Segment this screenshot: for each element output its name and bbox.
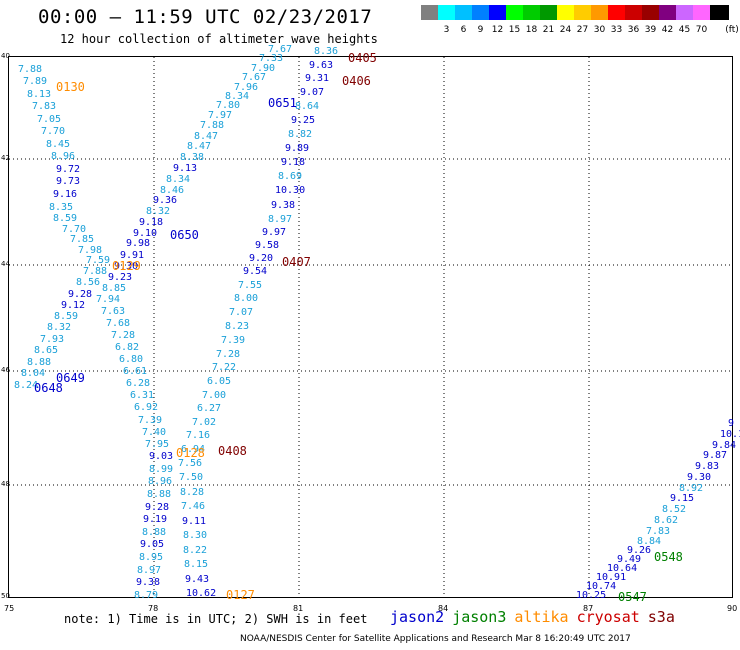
scale-swatch <box>591 5 610 20</box>
scale-label: 21 <box>542 25 555 35</box>
lon-label: 90 <box>727 604 738 613</box>
scale-label: 15 <box>508 25 521 35</box>
lat-label: 50 <box>1 592 10 600</box>
credit-footer: NOAA/NESDIS Center for Satellite Applica… <box>240 634 631 644</box>
pass-label: 0408 <box>218 444 247 458</box>
scale-swatch <box>710 5 729 20</box>
pass-label: 0648 <box>34 381 63 395</box>
footnote: note: 1) Time is in UTC; 2) SWH is in fe… <box>64 612 368 626</box>
pass-label: 0649 <box>56 371 85 385</box>
lat-label: 44 <box>1 260 10 268</box>
legend-altika: altika <box>514 608 569 626</box>
pass-label: 0548 <box>654 550 683 564</box>
scale-label: 12 <box>491 25 504 35</box>
scale-swatch <box>693 5 712 20</box>
map-subtitle: 12 hour collection of altimeter wave hei… <box>60 32 378 46</box>
scale-label: 30 <box>593 25 606 35</box>
scale-label: 39 <box>644 25 657 35</box>
scale-swatch <box>557 5 576 20</box>
scale-label: 45 <box>678 25 691 35</box>
lon-label: 87 <box>583 604 594 613</box>
legend-cryosat: cryosat <box>576 608 640 626</box>
scale-label: 27 <box>576 25 589 35</box>
map-frame <box>8 56 733 598</box>
scale-swatch <box>642 5 661 20</box>
pass-label: 0650 <box>170 228 199 242</box>
pass-label: 0405 <box>348 51 377 65</box>
scale-swatch <box>659 5 678 20</box>
lat-label: 48 <box>1 480 10 488</box>
scale-label: 6 <box>460 25 467 35</box>
lat-label: 40 <box>1 52 10 60</box>
grid-lines <box>9 57 732 597</box>
pass-label: 0651 <box>268 96 297 110</box>
scale-swatch <box>625 5 644 20</box>
pass-label: 0547 <box>618 590 647 604</box>
pass-label: 0129 <box>112 259 141 273</box>
scale-label: 33 <box>610 25 623 35</box>
scale-swatch <box>608 5 627 20</box>
lat-label: 42 <box>1 154 10 162</box>
lon-label: 81 <box>293 604 304 613</box>
pass-label: 0128 <box>176 446 205 460</box>
scale-swatch <box>574 5 593 20</box>
legend-jason3: jason3 <box>452 608 507 626</box>
scale-unit: (ft) <box>725 25 739 35</box>
scale-swatch <box>438 5 457 20</box>
scale-swatch <box>489 5 508 20</box>
pass-label: 0127 <box>226 588 255 602</box>
scale-swatch <box>421 5 440 20</box>
lon-label: 84 <box>438 604 449 613</box>
pass-label: 0407 <box>282 255 311 269</box>
scale-label: 9 <box>477 25 484 35</box>
scale-swatch <box>455 5 474 20</box>
map-title: 00:00 – 11:59 UTC 02/23/2017 <box>38 6 373 28</box>
legend-s3a: s3a <box>647 608 675 626</box>
scale-label: 42 <box>661 25 674 35</box>
pass-label: 0406 <box>342 74 371 88</box>
lon-label: 75 <box>4 604 15 613</box>
scale-swatch <box>472 5 491 20</box>
scale-label: 3 <box>443 25 450 35</box>
scale-label: 18 <box>525 25 538 35</box>
scale-label: 24 <box>559 25 572 35</box>
scale-swatch <box>506 5 525 20</box>
legend-jason2: jason2 <box>390 608 445 626</box>
scale-swatch <box>540 5 559 20</box>
scale-swatch <box>523 5 542 20</box>
scale-swatch <box>676 5 695 20</box>
scale-label: 36 <box>627 25 640 35</box>
lat-label: 46 <box>1 366 10 374</box>
lon-label: 78 <box>148 604 159 613</box>
satellite-legend: jason2 jason3 altika cryosat s3a <box>390 608 683 626</box>
pass-label: 0130 <box>56 80 85 94</box>
scale-label: 70 <box>695 25 708 35</box>
